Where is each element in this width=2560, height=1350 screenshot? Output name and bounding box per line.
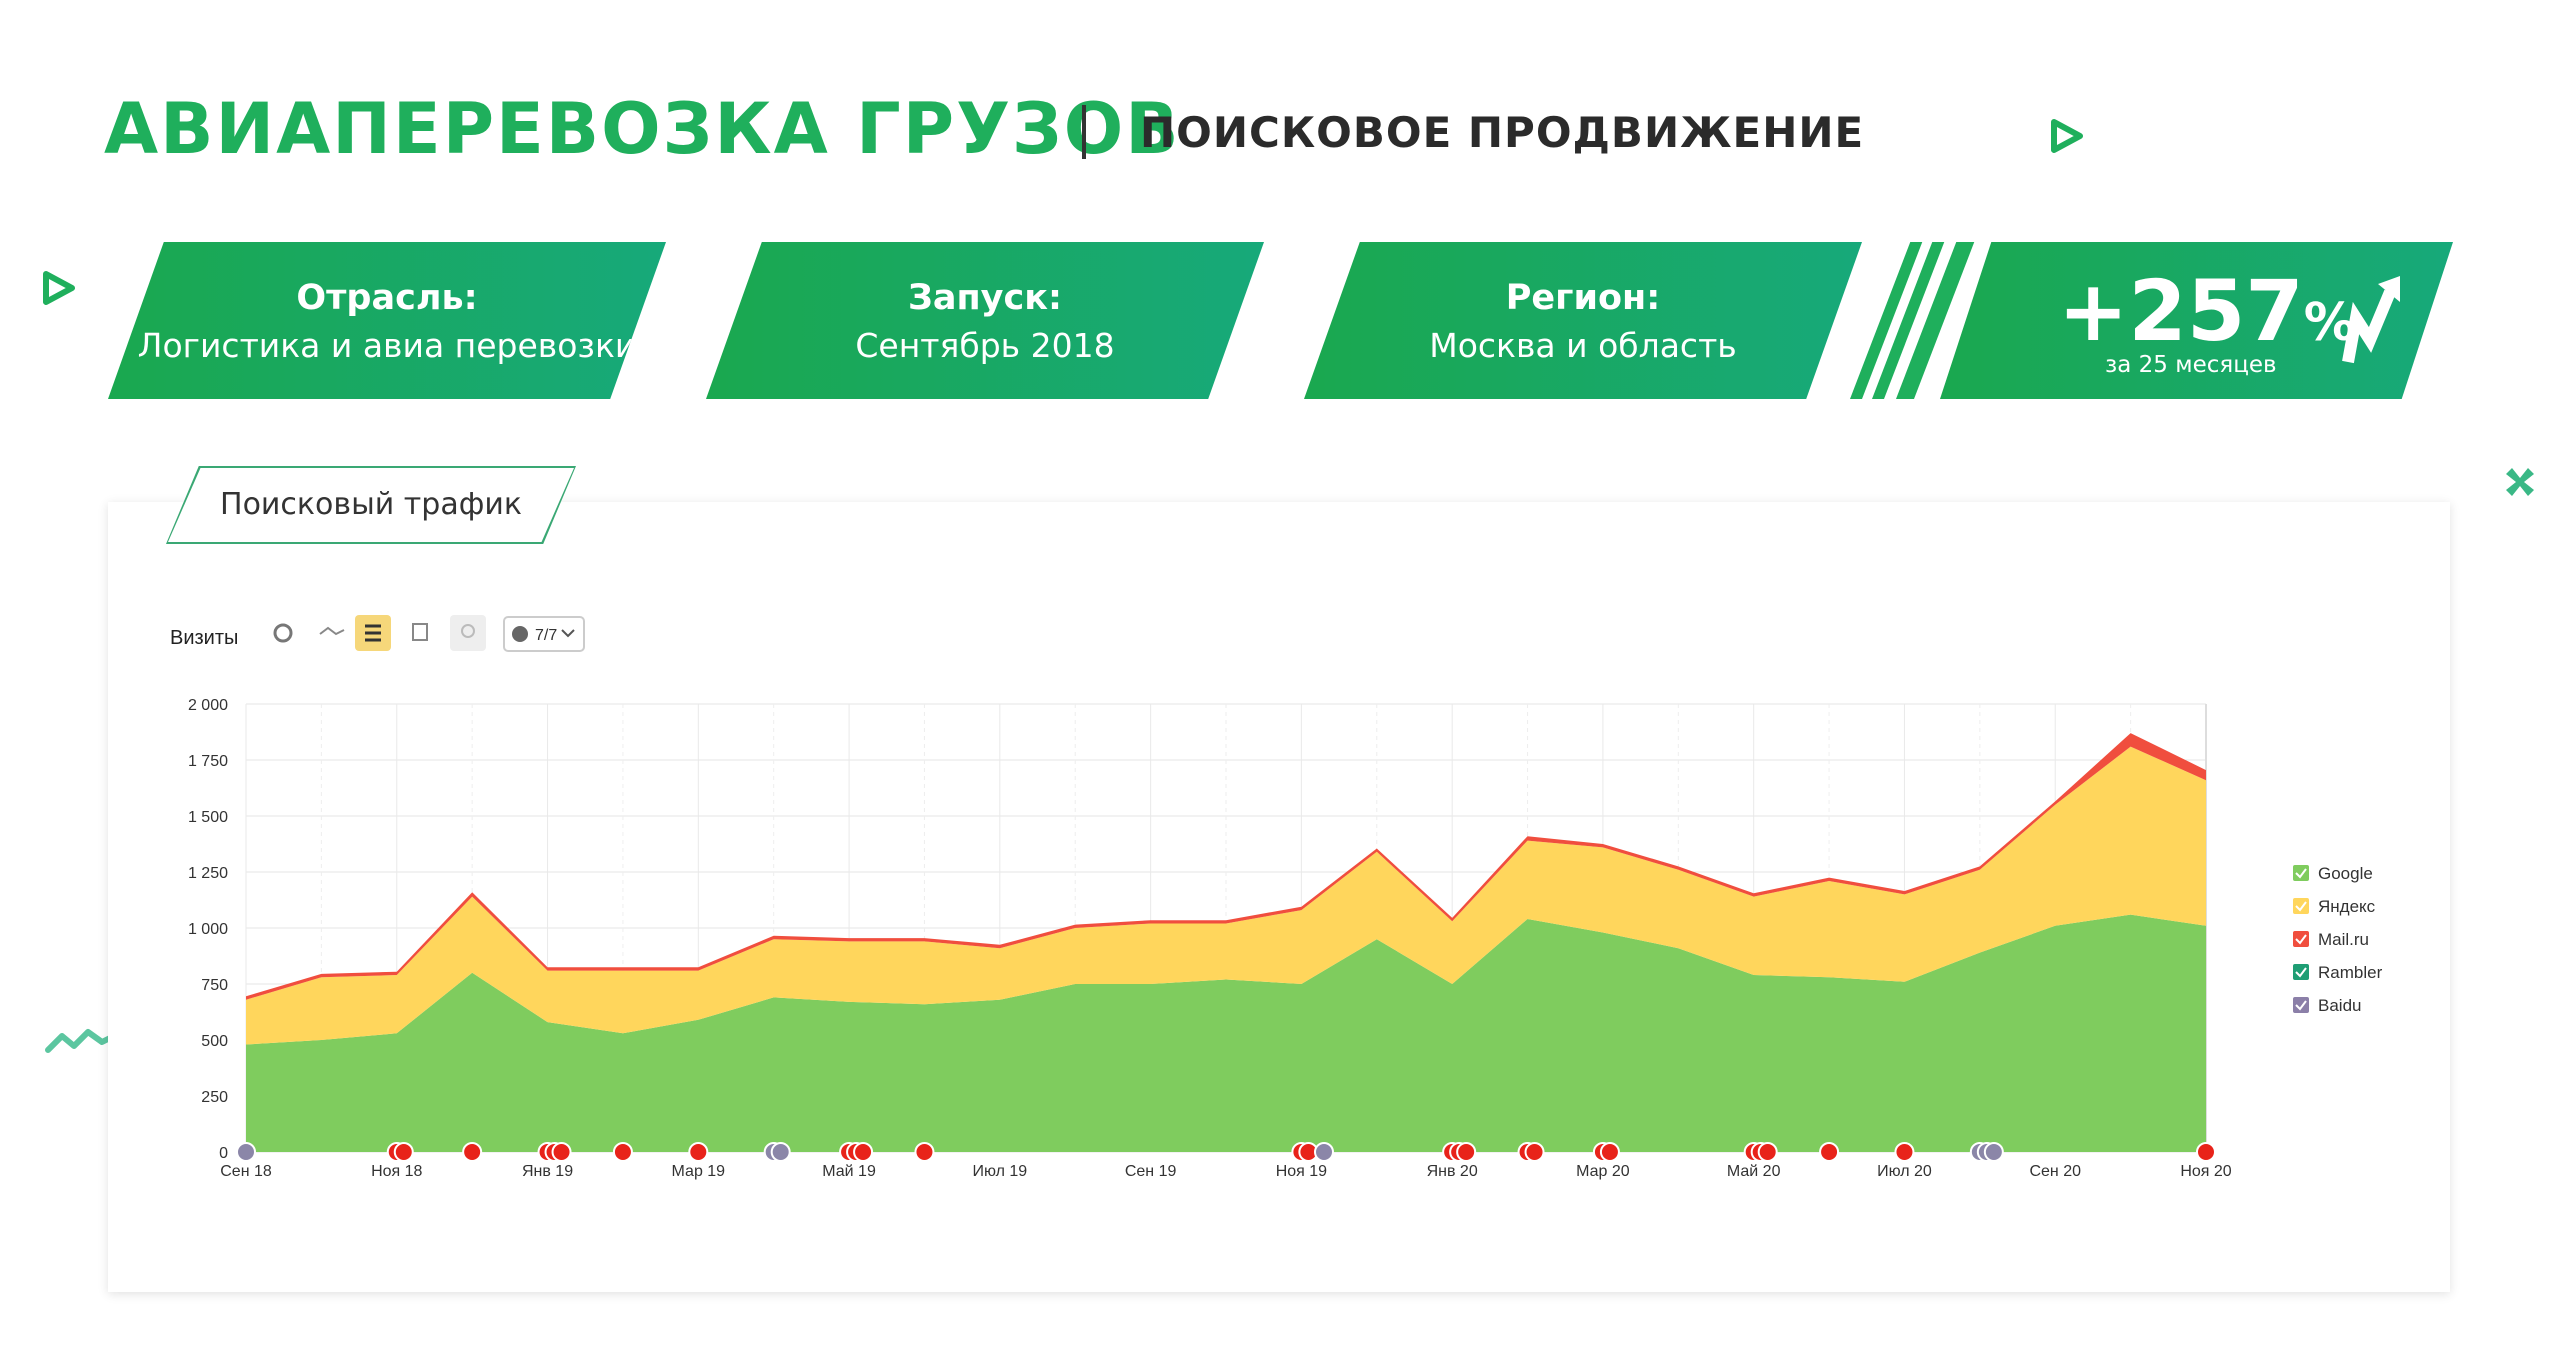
growth-arrow-icon (2342, 276, 2400, 364)
legend-label: Mail.ru (2318, 930, 2369, 949)
legend-item[interactable]: Mail.ru (2293, 930, 2369, 949)
comment-marker-icon[interactable] (1314, 1142, 1334, 1162)
x-tick-label: Сен 19 (1125, 1163, 1177, 1180)
cross-shape-icon (2506, 468, 2534, 496)
legend-label: Яндекс (2318, 897, 2376, 916)
industry-label: Отрасль: (296, 278, 478, 318)
play-triangle-icon (2051, 119, 2083, 153)
chevron-down-icon (561, 629, 575, 638)
check-icon (2295, 901, 2307, 912)
x-tick-label: Сен 20 (2029, 1163, 2081, 1180)
y-tick-label: 1 500 (188, 809, 228, 826)
comment-marker-icon[interactable] (770, 1142, 791, 1162)
legend-item[interactable]: Baidu (2293, 996, 2361, 1015)
comment-marker-icon[interactable] (1983, 1142, 2004, 1162)
growth-caption: за 25 месяцев (2105, 352, 2277, 378)
legend-checkbox-icon[interactable] (2293, 865, 2309, 881)
x-tick-label: Сен 18 (220, 1163, 272, 1180)
x-tick-label: Мар 19 (672, 1163, 726, 1180)
note-marker-icon[interactable] (2196, 1142, 2216, 1162)
area-view-icon (365, 624, 381, 642)
launch-card: Запуск: Сентябрь 2018 (706, 242, 1264, 399)
note-marker-icon[interactable] (1599, 1142, 1620, 1162)
page-title: АВИАПЕРЕВОЗКА ГРУЗОВ (104, 88, 1181, 170)
y-tick-label: 1 250 (188, 865, 228, 882)
legend-checkbox-icon[interactable] (2293, 931, 2309, 947)
x-tick-label: Июл 20 (1877, 1163, 1932, 1180)
check-icon (2295, 1000, 2307, 1011)
growth-kpi-card: +257% за 25 месяцев (1940, 242, 2453, 399)
note-marker-icon[interactable] (1819, 1142, 1840, 1162)
comment-icon (512, 626, 528, 642)
launch-label: Запуск: (908, 278, 1062, 318)
x-tick-label: Ноя 19 (1276, 1163, 1327, 1180)
note-marker-icon[interactable] (688, 1142, 709, 1162)
y-tick-label: 2 000 (188, 697, 228, 714)
note-marker-icon[interactable] (393, 1142, 414, 1162)
play-triangle-icon (43, 271, 75, 305)
legend-item[interactable]: Яндекс (2293, 897, 2376, 916)
x-tick-label: Май 19 (822, 1163, 876, 1180)
x-tick-label: Май 20 (1727, 1163, 1781, 1180)
y-tick-label: 250 (201, 1089, 228, 1106)
note-marker-icon[interactable] (914, 1142, 935, 1162)
legend-checkbox-icon[interactable] (2293, 898, 2309, 914)
x-tick-label: Мар 20 (1576, 1163, 1630, 1180)
annotations-count: 7/7 (535, 627, 557, 644)
legend-item[interactable]: Rambler (2293, 963, 2383, 982)
note-marker-icon[interactable] (1757, 1142, 1778, 1162)
note-marker-icon[interactable] (551, 1142, 572, 1162)
bar-view-icon[interactable] (412, 623, 428, 641)
check-icon (2295, 934, 2307, 945)
legend-item[interactable]: Google (2293, 864, 2373, 883)
x-tick-label: Янв 19 (522, 1163, 573, 1180)
page-subtitle: ПОИСКОВОЕ ПРОДВИЖЕНИЕ (1140, 108, 1865, 157)
launch-value: Сентябрь 2018 (855, 326, 1115, 365)
note-marker-icon[interactable] (612, 1142, 633, 1162)
industry-card: Отрасль: Логистика и авиа перевозки (108, 242, 666, 399)
legend-label: Rambler (2318, 963, 2383, 982)
legend-checkbox-icon[interactable] (2293, 964, 2309, 980)
y-tick-label: 1 750 (188, 753, 228, 770)
y-tick-label: 500 (201, 1033, 228, 1050)
series-area-google (246, 914, 2206, 1152)
note-marker-icon[interactable] (462, 1142, 483, 1162)
y-tick-label: 0 (219, 1145, 228, 1162)
note-marker-icon[interactable] (853, 1142, 874, 1162)
check-icon (2295, 868, 2307, 879)
zigzag-icon (45, 1029, 113, 1053)
note-marker-icon[interactable] (1894, 1142, 1915, 1162)
x-tick-label: Ноя 20 (2180, 1163, 2231, 1180)
y-tick-label: 750 (201, 977, 228, 994)
title-divider (1082, 105, 1086, 159)
legend-label: Baidu (2318, 996, 2361, 1015)
note-marker-icon[interactable] (1456, 1142, 1477, 1162)
chart-toolbar: 7/7 (273, 615, 585, 652)
industry-value: Логистика и авиа перевозки (137, 326, 637, 365)
x-tick-label: Янв 20 (1427, 1163, 1478, 1180)
annotations-dropdown[interactable] (503, 616, 585, 652)
check-icon (2295, 967, 2307, 978)
x-tick-label: Ноя 18 (371, 1163, 422, 1180)
y-tick-label: 1 000 (188, 921, 228, 938)
legend-checkbox-icon[interactable] (2293, 997, 2309, 1013)
region-value: Москва и область (1429, 326, 1737, 365)
note-marker-icon[interactable] (1524, 1142, 1545, 1162)
comment-marker-icon[interactable] (236, 1142, 256, 1162)
line-view-icon[interactable] (319, 626, 345, 636)
metric-label: Визиты (170, 627, 238, 649)
traffic-tab[interactable]: Поисковый трафик (168, 468, 574, 542)
legend-label: Google (2318, 864, 2373, 883)
pie-view-icon[interactable] (273, 623, 293, 643)
map-view-icon (461, 624, 475, 638)
map-view-button[interactable] (450, 615, 486, 651)
region-label: Регион: (1505, 278, 1661, 318)
x-tick-label: Июл 19 (972, 1163, 1027, 1180)
series-area-яндекс (246, 746, 2206, 1045)
region-card: Регион: Москва и область (1304, 242, 1862, 399)
